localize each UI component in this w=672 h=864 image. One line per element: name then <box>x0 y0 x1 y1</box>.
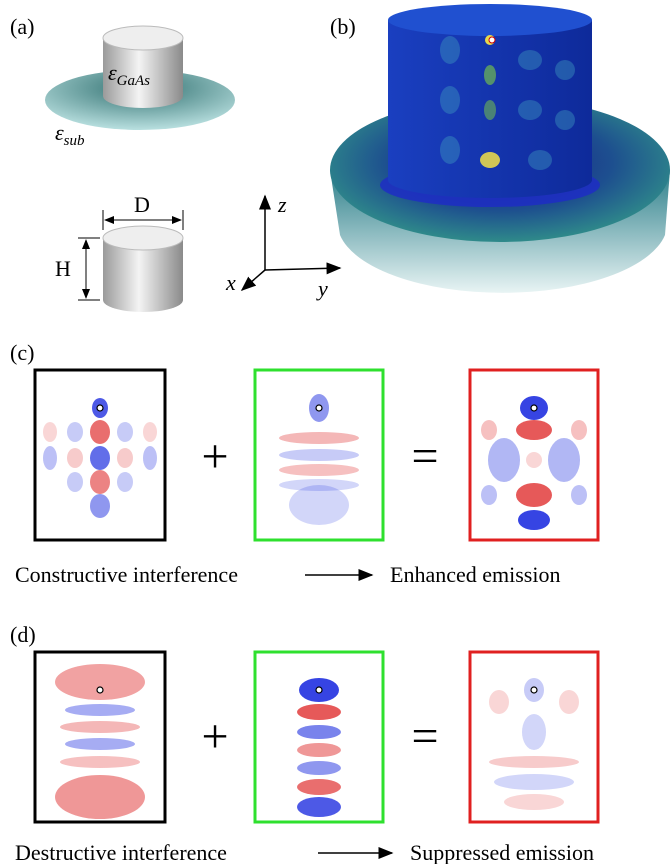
axis-y: y <box>316 276 328 301</box>
panel-b: (b) <box>330 4 670 293</box>
field-pattern <box>43 446 57 470</box>
field-pattern <box>90 494 110 518</box>
field-pattern <box>289 485 349 525</box>
panel-label: (c) <box>10 340 34 365</box>
field-pattern <box>555 60 575 80</box>
field-pattern <box>55 664 145 700</box>
field-pattern <box>279 432 359 444</box>
field-pattern <box>522 714 546 750</box>
field-pattern <box>559 690 579 714</box>
field-pattern <box>484 100 496 120</box>
pillar-top <box>103 226 183 250</box>
field-pattern <box>571 420 587 440</box>
field-pattern <box>571 485 587 505</box>
field-pattern <box>279 464 359 476</box>
panel-label: (a) <box>10 14 34 39</box>
field-pattern <box>489 37 495 43</box>
panel-label: (d) <box>10 622 36 647</box>
field-pattern <box>279 449 359 461</box>
field-pattern <box>489 690 509 714</box>
caption-right: Enhanced emission <box>390 562 560 587</box>
field-pattern <box>117 448 133 468</box>
pillar-top <box>103 26 183 50</box>
field-pattern <box>440 136 460 164</box>
equals: = <box>411 430 438 483</box>
field-pattern <box>297 761 341 775</box>
plus: + <box>201 430 228 483</box>
field-pattern <box>481 485 497 505</box>
field-pattern <box>488 438 520 482</box>
field-pattern <box>526 452 542 468</box>
field-pattern <box>67 422 83 442</box>
field-pattern <box>555 110 575 130</box>
caption-right: Suppressed emission <box>410 840 594 864</box>
field-pattern <box>504 794 564 810</box>
substrate-permittivity: εsub <box>55 120 85 149</box>
field-pattern <box>480 152 500 168</box>
field-pattern <box>117 422 133 442</box>
field-pattern <box>297 779 341 795</box>
plus: + <box>201 710 228 763</box>
field-pattern <box>481 420 497 440</box>
field-pattern <box>90 470 110 494</box>
field-pattern <box>518 100 542 120</box>
field-pattern <box>65 704 135 716</box>
field-pattern <box>484 65 496 85</box>
field-pattern <box>548 438 580 482</box>
caption-left: Destructive interference <box>15 840 227 864</box>
field-pattern <box>297 743 341 757</box>
field-pattern <box>440 36 460 64</box>
field-pattern <box>297 725 341 739</box>
field-pattern <box>97 687 103 693</box>
field-pattern <box>60 756 140 768</box>
field-pattern <box>97 405 103 411</box>
field-pattern <box>316 687 322 693</box>
field-pattern <box>43 422 57 442</box>
field-pattern <box>528 150 552 170</box>
field-pattern <box>297 704 341 720</box>
panel-d: (d) + = Destructive interference Suppres… <box>10 622 598 864</box>
field-pattern <box>489 756 579 768</box>
panel-a: (a) εGaAs εsub D H z y x <box>10 14 340 312</box>
height-label: H <box>55 256 71 281</box>
field-pattern <box>90 420 110 444</box>
axis-x: x <box>225 270 236 295</box>
field-pattern <box>67 472 83 492</box>
figure: (a) εGaAs εsub D H z y x (b) (c) + = Con… <box>0 0 672 864</box>
field-pattern <box>518 510 550 530</box>
axis-z: z <box>277 192 287 217</box>
panel-c: (c) + = Constructive interference Enhanc… <box>10 340 598 587</box>
field-pattern <box>143 422 157 442</box>
field-pattern <box>60 721 140 733</box>
field-pattern <box>440 86 460 114</box>
field-pattern <box>55 775 145 819</box>
field-pattern <box>297 797 341 817</box>
field-pattern <box>65 738 135 750</box>
field-pattern <box>117 472 133 492</box>
field-pattern <box>516 420 552 440</box>
field-pattern <box>516 483 552 507</box>
field-pattern <box>67 448 83 468</box>
field-pattern <box>316 405 322 411</box>
field-pattern <box>531 405 537 411</box>
field-pattern <box>90 446 110 470</box>
field-pattern <box>518 50 542 70</box>
caption-left: Constructive interference <box>15 562 238 587</box>
field-pattern <box>531 687 537 693</box>
panel-label: (b) <box>330 14 356 39</box>
field-pattern <box>494 774 574 790</box>
equals: = <box>411 710 438 763</box>
field-pattern <box>143 446 157 470</box>
diameter-label: D <box>134 192 150 217</box>
